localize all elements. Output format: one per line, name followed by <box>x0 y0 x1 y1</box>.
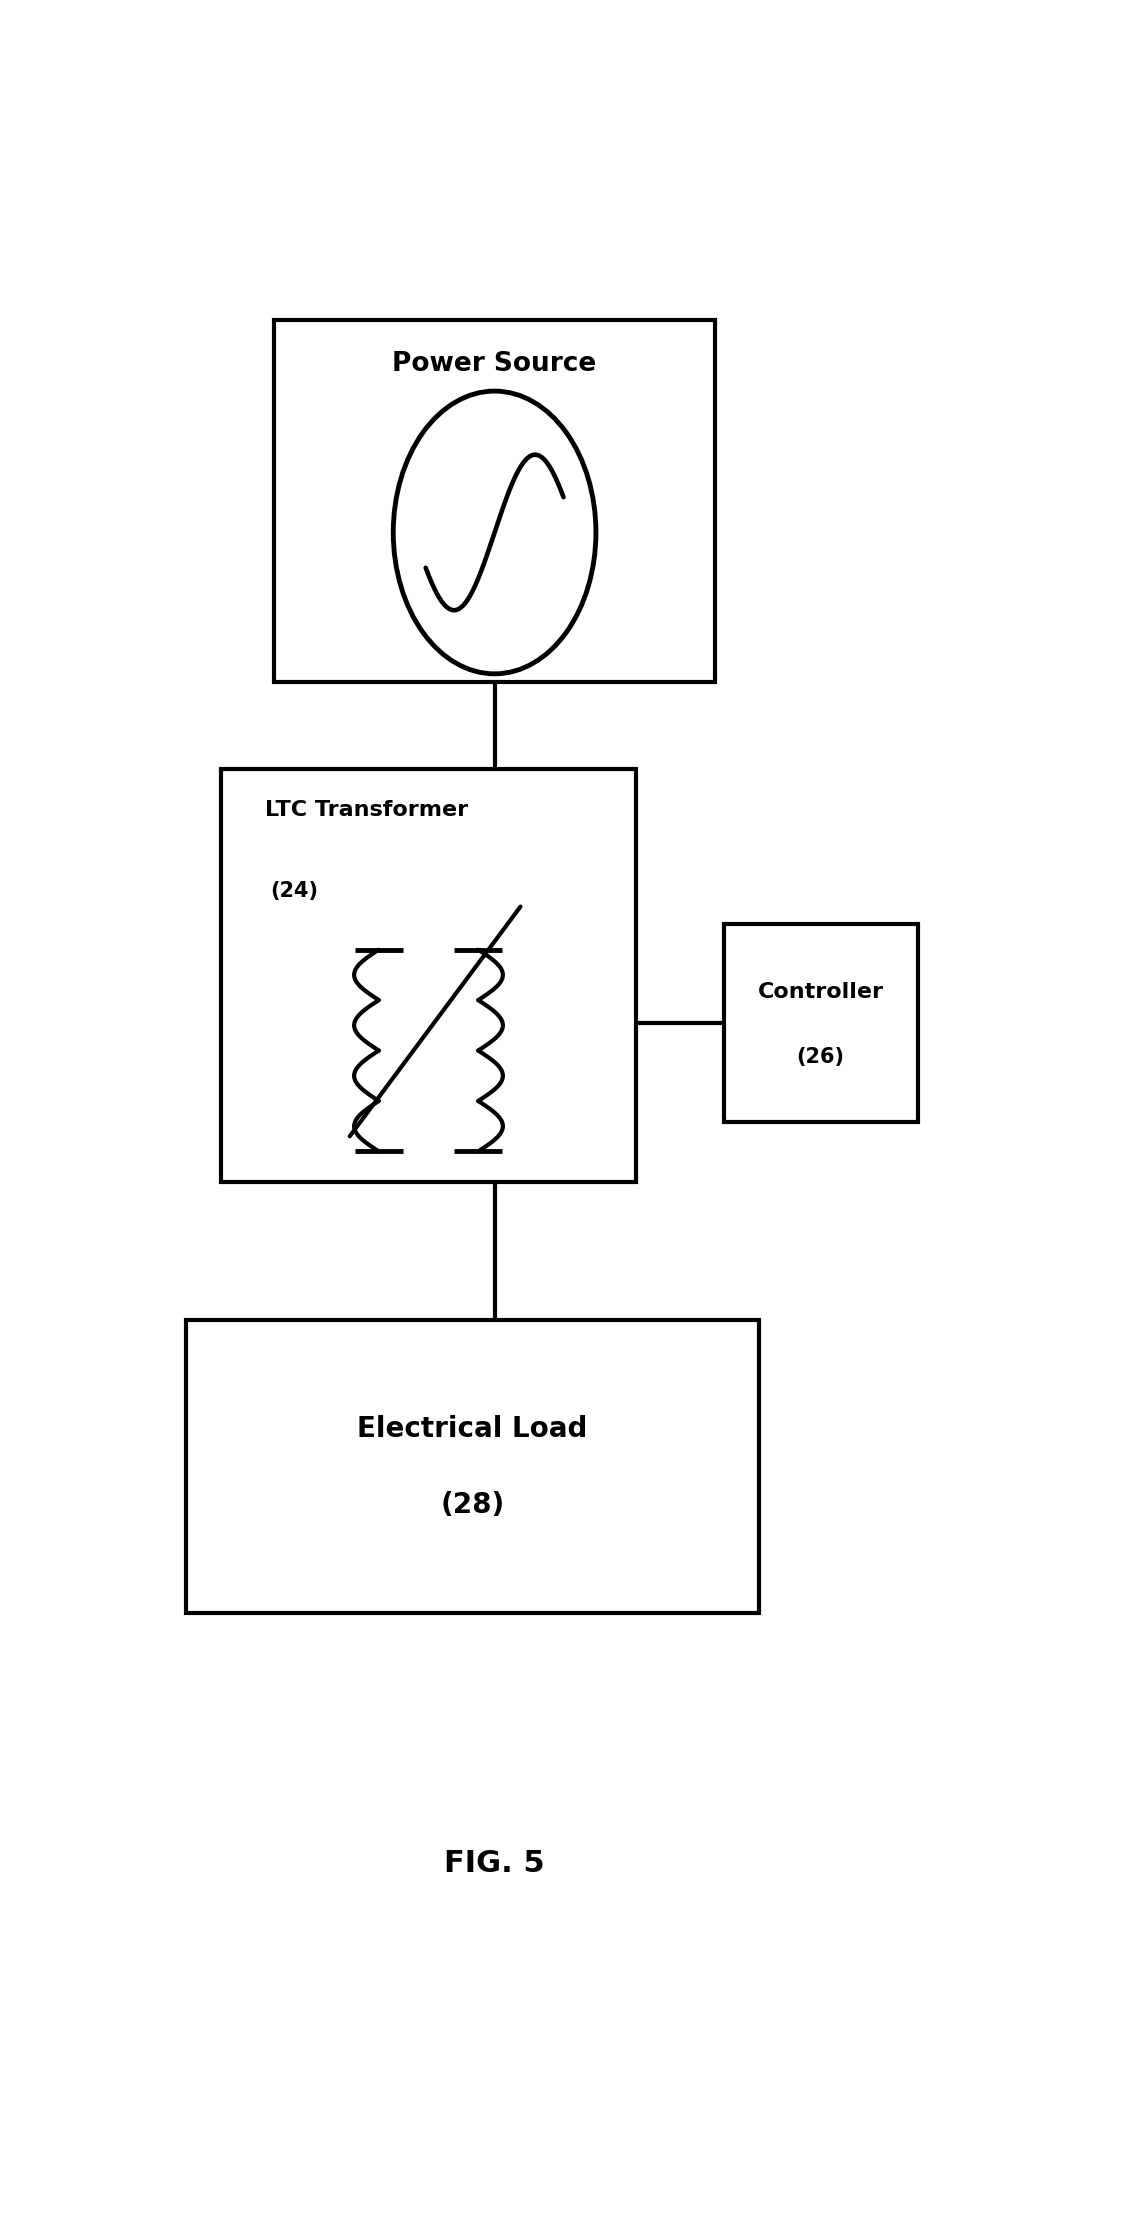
Bar <box>724 925 918 1122</box>
Text: Power Source: Power Source <box>392 352 597 378</box>
Text: (26): (26) <box>797 1048 845 1068</box>
Bar <box>222 768 636 1182</box>
Ellipse shape <box>393 392 596 674</box>
Text: (24): (24) <box>269 880 318 900</box>
Text: Electrical Load: Electrical Load <box>357 1415 588 1442</box>
Text: FIG. 5: FIG. 5 <box>445 1849 545 1879</box>
Text: 20: 20 <box>475 423 514 452</box>
Text: (28): (28) <box>440 1491 505 1518</box>
Bar <box>186 1321 760 1614</box>
Text: LTC Transformer: LTC Transformer <box>266 799 468 819</box>
Text: Controller: Controller <box>757 983 883 1001</box>
Bar <box>274 320 715 683</box>
